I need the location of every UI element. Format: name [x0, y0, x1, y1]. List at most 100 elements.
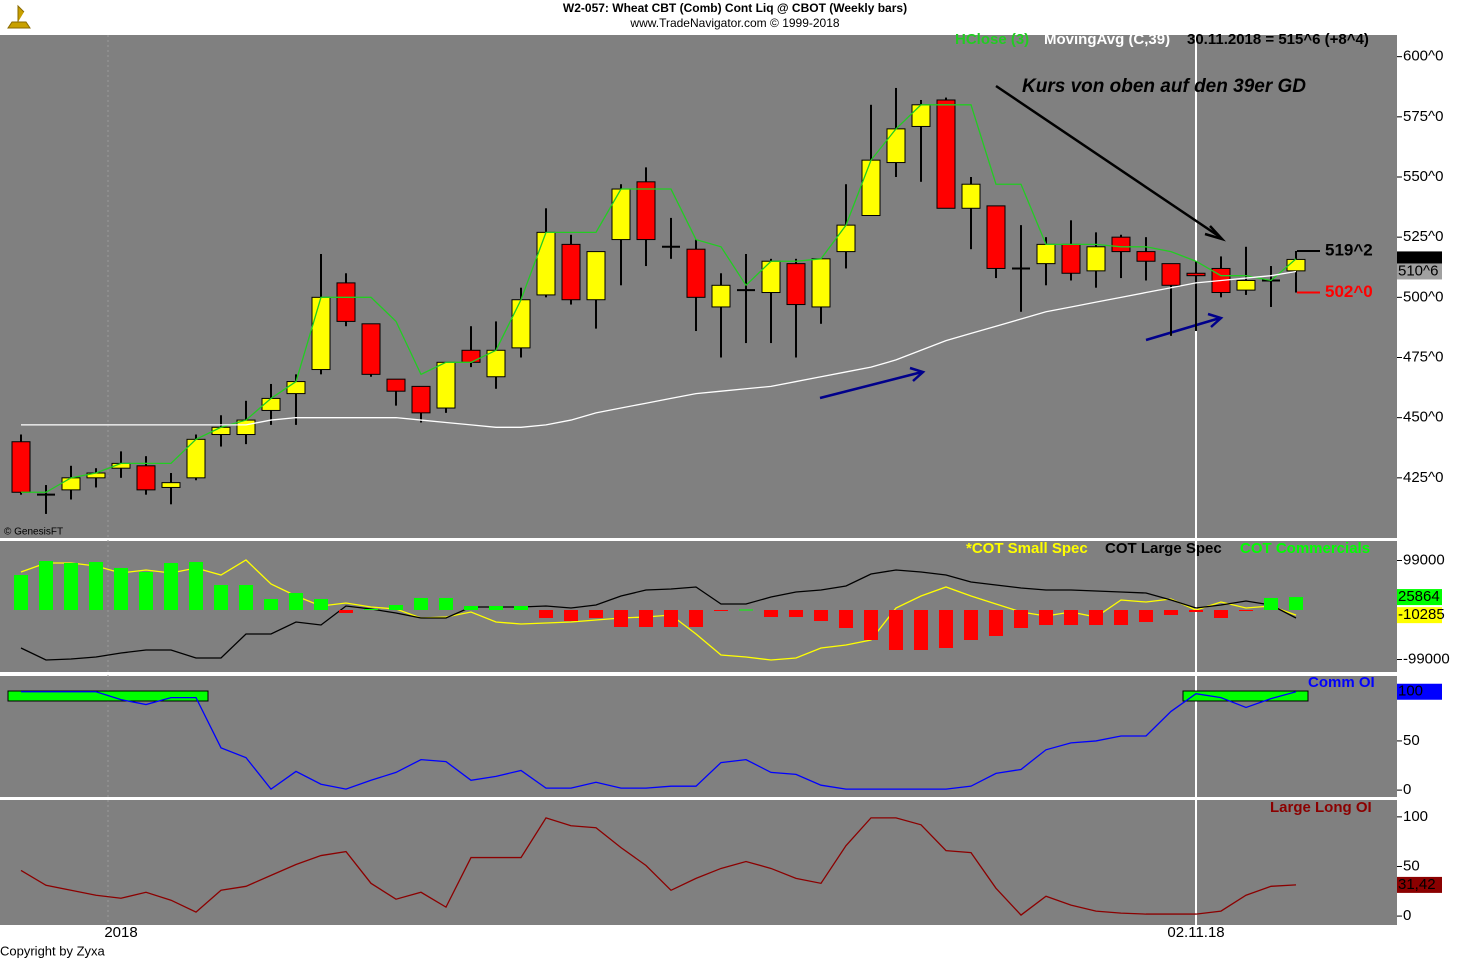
value-box-label: 510^6: [1398, 262, 1438, 279]
y-tick-label: 0: [1403, 781, 1411, 798]
y-tick-label: 600^0: [1403, 48, 1443, 65]
candle-body: [386, 378, 406, 392]
legend-entry: COT Large Spec: [1105, 540, 1222, 557]
bar: [114, 568, 128, 610]
bar: [139, 572, 153, 610]
bar: [264, 599, 278, 610]
candle-body: [461, 349, 481, 363]
bar: [539, 610, 553, 618]
value-box: [1397, 876, 1442, 893]
bar: [364, 609, 378, 610]
bar: [14, 575, 28, 610]
footer: Copyright by Zyxa: [0, 943, 106, 958]
value-box-label: -10285: [1398, 606, 1445, 623]
candle-body: [161, 482, 181, 488]
candle-body: [136, 465, 156, 491]
status-label: 30.11.2018 = 515^6 (+8^4): [1187, 31, 1369, 48]
candle-body: [61, 477, 81, 491]
bar: [1189, 610, 1203, 612]
x-tick-label: 02.11.18: [1167, 924, 1224, 941]
y-tick-label: 425^0: [1403, 469, 1443, 486]
legend-entry: MovingAvg (C,39): [1044, 31, 1170, 48]
bar: [589, 610, 603, 618]
y-tick-label: 500^0: [1403, 288, 1443, 305]
candle-body: [1086, 246, 1106, 272]
bar: [314, 599, 328, 610]
bar: [1289, 597, 1303, 610]
candle-body: [786, 263, 806, 306]
candle-body: [336, 282, 356, 322]
candle-body: [886, 128, 906, 164]
bar: [1014, 610, 1028, 628]
bar: [739, 609, 753, 611]
bar: [239, 585, 253, 610]
value-box: [1397, 589, 1442, 606]
candle-body: [561, 243, 581, 301]
y-tick-label: 525^0: [1403, 228, 1443, 245]
bar: [464, 606, 478, 610]
candle-body: [511, 299, 531, 349]
bar: [39, 561, 53, 610]
bar: [339, 610, 353, 613]
candle-body: [836, 224, 856, 253]
y-tick-label: 100: [1403, 808, 1428, 825]
y-tick-label: 99000: [1403, 551, 1445, 568]
bar: [1139, 610, 1153, 622]
series-line: [20, 559, 1297, 661]
bar: [914, 610, 928, 650]
series-line: [20, 817, 1297, 916]
annotation: Kurs von oben auf den 39er GD: [1022, 76, 1306, 97]
bar: [1089, 610, 1103, 625]
bar: [764, 610, 778, 617]
logo: [7, 4, 31, 29]
level-label: 519^2: [1325, 240, 1373, 259]
bar: [1264, 598, 1278, 610]
candle-body: [986, 205, 1006, 269]
candle-body: [11, 441, 31, 493]
value-box: [1397, 251, 1442, 268]
y-tick-label: 0: [1403, 907, 1411, 924]
bar: [189, 562, 203, 610]
bar: [689, 610, 703, 627]
legend-entry: *COT Small Spec: [966, 540, 1088, 557]
candle-body: [636, 181, 656, 241]
bar: [714, 610, 728, 611]
value-box: [1397, 263, 1442, 280]
y-tick-label: 50: [1403, 732, 1420, 749]
y-tick-label: 50: [1403, 857, 1420, 874]
bar: [439, 598, 453, 610]
candle-body: [1161, 263, 1181, 286]
bar: [639, 610, 653, 627]
large-long-oi-panel: [0, 800, 1397, 925]
candle-body: [286, 381, 306, 395]
bar: [864, 610, 878, 640]
candle-body: [411, 385, 431, 414]
arrows: [819, 84, 1226, 400]
candle-body: [536, 231, 556, 296]
value-box: [1397, 607, 1442, 624]
y-tick-label: 475^0: [1403, 348, 1443, 365]
series-line: [21, 691, 1297, 791]
candle-body: [1111, 236, 1131, 253]
bar: [289, 593, 303, 610]
candle-body: [911, 104, 931, 127]
candle-body: [361, 323, 381, 375]
bar: [839, 610, 853, 628]
bar: [64, 563, 78, 610]
candle-body: [761, 260, 781, 294]
bar: [1214, 610, 1228, 618]
bar: [214, 585, 228, 610]
bar: [789, 610, 803, 617]
title: W2-057: Wheat CBT (Comb) Cont Liq @ CBOT…: [563, 1, 907, 15]
y-tick-label: 575^0: [1403, 108, 1443, 125]
candle-body: [861, 159, 881, 217]
candle-body: [611, 188, 631, 241]
bar: [564, 610, 578, 621]
legend-entry: COT Commercials: [1240, 540, 1370, 557]
series-line: [20, 569, 1297, 661]
cot-panel: [0, 541, 1397, 672]
candle-body: [686, 248, 706, 298]
y-tick-label: 550^0: [1403, 168, 1443, 185]
